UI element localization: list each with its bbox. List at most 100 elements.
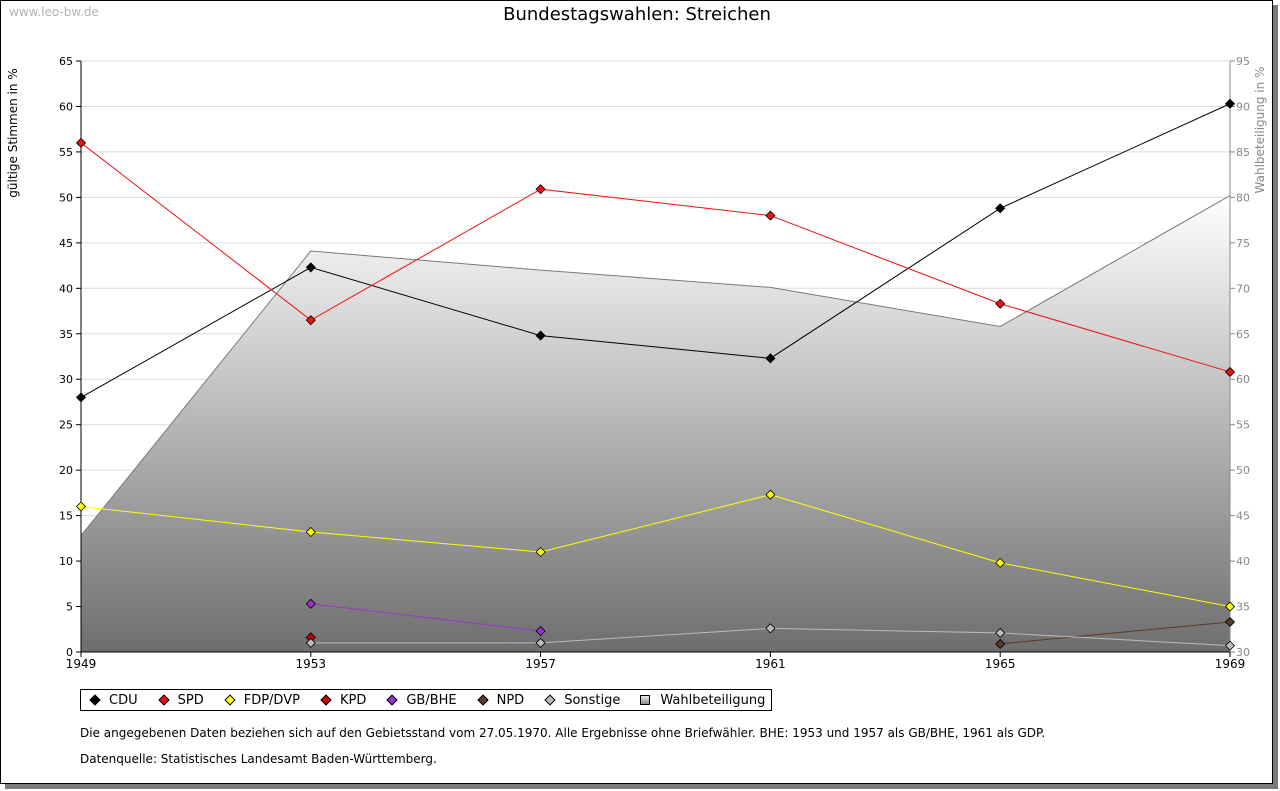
data-point-fdpdvp	[305, 526, 316, 538]
data-point-spd	[765, 210, 776, 221]
data-point-cdu	[535, 330, 546, 341]
y-tick-label: 30	[59, 373, 73, 386]
footnote-territory: Die angegebenen Daten beziehen sich auf …	[80, 726, 1046, 740]
legend-item-gbbhe: GB/BHE	[382, 692, 457, 708]
data-point-sonstige	[305, 637, 316, 648]
x-tick-label: 1969	[1215, 657, 1246, 671]
y-tick-label: 25	[59, 419, 73, 432]
y2-tick-label: 35	[1236, 601, 1250, 614]
turnout-area	[81, 195, 1230, 652]
data-point-fdpdvp	[765, 489, 776, 500]
data-point-npd	[1224, 616, 1236, 628]
y-tick-label: 35	[59, 328, 73, 341]
y2-tick-label: 85	[1236, 146, 1250, 159]
y-tick-label: 10	[59, 555, 73, 568]
series-line-spd	[80, 142, 1231, 373]
x-tick-label: 1953	[296, 657, 327, 671]
footnote-source: Datenquelle: Statistisches Landesamt Bad…	[80, 752, 437, 766]
data-point-fdpdvp	[535, 546, 546, 558]
y2-tick-label: 95	[1236, 55, 1250, 68]
data-point-fdpdvp	[1224, 601, 1236, 612]
y2-tick-label: 70	[1236, 282, 1250, 295]
data-point-sonstige	[765, 623, 776, 634]
data-point-fdpdvp	[995, 557, 1006, 568]
y2-tick-label: 40	[1236, 555, 1250, 568]
y-tick-label: 65	[59, 55, 73, 68]
x-tick-label: 1965	[985, 657, 1016, 671]
y2-tick-label: 65	[1236, 328, 1250, 341]
y2-tick-label: 30	[1236, 646, 1250, 659]
data-point-sonstige	[535, 637, 546, 648]
chart-title: Bundestagswahlen: Streichen	[503, 4, 771, 25]
y2-tick-label: 50	[1236, 464, 1250, 477]
data-point-cdu	[765, 353, 776, 364]
legend-item-sonstige: Sonstige	[540, 693, 620, 708]
legend-label: Sonstige	[564, 692, 621, 708]
legend-diamond-icon	[320, 694, 332, 706]
legend-square-icon	[640, 695, 651, 705]
y2-tick-label: 45	[1236, 510, 1250, 523]
data-point-sonstige	[1224, 640, 1236, 651]
y2-tick-label: 60	[1236, 373, 1250, 386]
y-tick-label: 45	[59, 237, 73, 250]
y-axis-label: gültige Stimmen in %	[6, 68, 20, 197]
y-tick-label: 55	[59, 146, 73, 159]
y-tick-label: 5	[66, 601, 73, 614]
legend-label: KPD	[339, 692, 367, 708]
data-point-fdpdvp	[75, 501, 87, 512]
data-point-spd	[75, 137, 87, 148]
series-line-fdpdvp	[80, 494, 1231, 608]
data-point-spd	[305, 315, 316, 326]
y-tick-label: 0	[66, 646, 73, 659]
data-point-spd	[995, 298, 1006, 309]
data-point-cdu	[75, 392, 87, 403]
legend-diamond-icon	[224, 694, 236, 706]
data-point-sonstige	[995, 627, 1006, 638]
data-point-spd	[1224, 366, 1236, 378]
legend: CDU SPD FDP/DVP KPD GB/BHE NPD Sonstige Wahlbet…	[80, 689, 773, 711]
legend-diamond-icon	[476, 694, 489, 706]
y-tick-label: 40	[59, 282, 73, 295]
x-tick-label: 1961	[755, 657, 786, 671]
data-point-gbbhe	[305, 598, 316, 609]
y2-axis-label: Wahlbeteiligung in %	[1253, 67, 1267, 194]
legend-label: NPD	[496, 692, 525, 708]
y2-tick-label: 90	[1236, 100, 1250, 113]
legend-diamond-icon	[89, 694, 101, 706]
legend-label: Wahlbeteiligung	[660, 692, 766, 708]
data-point-cdu	[1224, 98, 1236, 109]
x-tick-label: 1957	[525, 657, 556, 671]
y-tick-label: 20	[59, 464, 73, 477]
legend-item-wahlbeteiligung: Wahlbeteiligung	[636, 693, 765, 708]
legend-label: SPD	[177, 692, 204, 708]
legend-label: GB/BHE	[406, 692, 457, 708]
x-tick-label: 1949	[66, 657, 97, 671]
legend-diamond-icon	[386, 694, 398, 706]
turnout-line	[80, 195, 1231, 536]
data-point-cdu	[995, 203, 1006, 214]
watermark: www.leo-bw.de	[9, 5, 99, 19]
y2-tick-label: 75	[1236, 237, 1250, 250]
y-tick-label: 15	[59, 510, 73, 523]
legend-item-spd: SPD	[154, 693, 204, 708]
series-line-gbbhe	[310, 603, 541, 632]
legend-diamond-icon	[544, 694, 556, 706]
y2-tick-label: 80	[1236, 191, 1250, 204]
legend-item-fdpdvp: FDP/DVP	[220, 693, 300, 708]
data-point-npd	[995, 638, 1006, 649]
series-line-npd	[1000, 621, 1231, 645]
y-tick-label: 50	[59, 191, 73, 204]
data-point-gbbhe	[535, 626, 546, 637]
legend-item-kpd: KPD	[316, 693, 366, 708]
data-point-cdu	[305, 262, 316, 273]
y2-tick-label: 55	[1236, 419, 1250, 432]
y-tick-label: 60	[59, 100, 73, 113]
legend-label: CDU	[109, 692, 138, 708]
series-line-cdu	[80, 103, 1231, 398]
legend-item-cdu: CDU	[85, 693, 138, 708]
legend-label: FDP/DVP	[243, 692, 300, 708]
legend-diamond-icon	[157, 694, 170, 706]
legend-item-npd: NPD	[473, 692, 525, 708]
data-point-spd	[535, 184, 546, 195]
